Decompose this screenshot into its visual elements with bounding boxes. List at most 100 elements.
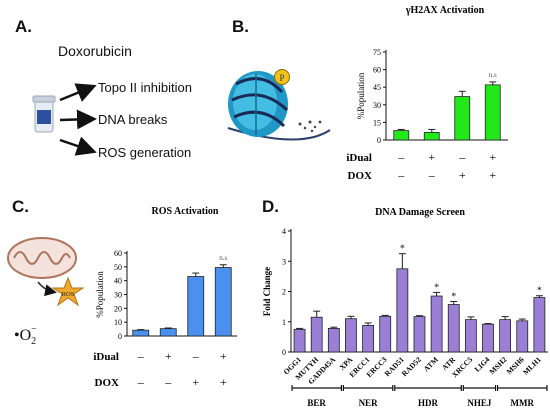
- mitochondrion-icon: [7, 237, 77, 297]
- significance-label: *: [451, 291, 456, 302]
- group-label: NHEJ: [467, 398, 492, 408]
- y-tick-label: 20: [114, 304, 122, 313]
- bar: [430, 295, 443, 353]
- condition-value: +: [489, 150, 496, 164]
- y-tick-label: 30: [114, 291, 122, 300]
- arrow-dna: [59, 109, 97, 130]
- y-tick-label: 40: [114, 277, 122, 286]
- significance-label: n.s: [219, 254, 227, 262]
- effect-dna-breaks: DNA breaks: [98, 112, 168, 127]
- panel-b-label: B.: [232, 17, 249, 36]
- y-tick-label: 10: [114, 318, 122, 327]
- category-label: MLH1: [521, 355, 543, 377]
- condition-label: iDual: [93, 351, 119, 363]
- gh2ax-chart: γH2AX Activation %Population 0 15 30 45 60 75 n.…: [346, 5, 508, 182]
- condition-label: iDual: [346, 152, 372, 164]
- condition-value: +: [459, 168, 466, 182]
- significance-label: *: [400, 244, 405, 255]
- y-tick-label: 2: [282, 288, 286, 297]
- bar: [447, 304, 460, 353]
- y-tick-label: 60: [114, 249, 122, 258]
- significance-label: n.s: [489, 71, 497, 79]
- bar: [533, 297, 546, 353]
- bar: [413, 316, 426, 353]
- superoxide-label: •O2−: [14, 324, 37, 347]
- significance-label: *: [434, 282, 439, 293]
- condition-value: –: [397, 168, 405, 182]
- condition-value: +: [165, 349, 172, 363]
- condition-value: –: [458, 150, 466, 164]
- condition-value: +: [489, 168, 496, 182]
- y-tick-label: 30: [373, 101, 381, 110]
- panel-a-label: A.: [15, 17, 32, 36]
- chart-title: DNA Damage Screen: [375, 207, 465, 218]
- condition-value: –: [137, 349, 145, 363]
- y-tick-label: 60: [373, 66, 381, 75]
- panel-d-label: D.: [262, 197, 279, 216]
- condition-value: –: [137, 375, 145, 389]
- y-tick-label: 50: [114, 263, 122, 272]
- y-tick-label: 0: [377, 136, 381, 145]
- bar: [214, 267, 232, 337]
- bar: [379, 315, 392, 353]
- bar: [423, 131, 440, 141]
- group-label: MMR: [511, 398, 535, 408]
- effect-ros: ROS generation: [98, 145, 192, 160]
- condition-value: +: [220, 349, 227, 363]
- y-tick-label: 15: [373, 118, 381, 127]
- condition-value: –: [192, 349, 200, 363]
- condition-value: +: [192, 375, 199, 389]
- bar: [293, 328, 306, 353]
- arrow-topo: [59, 83, 97, 102]
- bar: [482, 323, 494, 353]
- svg-text:P: P: [279, 73, 284, 83]
- condition-value: –: [164, 375, 172, 389]
- arrow-ros: [59, 136, 97, 156]
- y-tick-label: 0: [118, 332, 122, 341]
- bar: [516, 320, 529, 353]
- bar: [499, 319, 512, 353]
- condition-value: –: [428, 168, 436, 182]
- bar: [345, 318, 357, 353]
- bar: [187, 276, 205, 337]
- condition-value: +: [428, 150, 435, 164]
- category-label: RAD52: [400, 355, 423, 378]
- y-tick-label: 3: [282, 257, 286, 266]
- group-label: HDR: [418, 398, 439, 408]
- bar: [362, 324, 374, 353]
- significance-label: *: [537, 286, 542, 297]
- chart-title: ROS Activation: [152, 206, 219, 217]
- condition-label: DOX: [348, 170, 373, 182]
- bar: [327, 328, 340, 353]
- bar: [484, 84, 501, 141]
- category-label: MSH2: [487, 355, 508, 376]
- y-axis-label: %Population: [95, 271, 105, 318]
- y-axis-label: %Population: [356, 72, 366, 119]
- condition-value: –: [397, 150, 405, 164]
- bar: [310, 316, 323, 353]
- bar: [464, 319, 477, 353]
- bar: [132, 329, 150, 337]
- bar: [393, 130, 410, 141]
- condition-value: +: [220, 375, 227, 389]
- y-tick-label: 1: [282, 318, 286, 327]
- nucleosome-icon: P: [227, 69, 331, 141]
- ros-star-icon: [51, 276, 85, 307]
- y-tick-label: 0: [282, 348, 286, 357]
- y-axis-label: Fold Change: [262, 267, 272, 316]
- pill-vial-icon: [32, 95, 56, 133]
- ros-chart: ROS Activation %Population 0 10 20 30 40 50 60 n.…: [93, 206, 237, 389]
- group-label: BER: [307, 398, 326, 408]
- ros-badge-label: ROS: [62, 291, 75, 298]
- condition-label: DOX: [95, 377, 120, 389]
- bar: [396, 268, 409, 353]
- y-tick-label: 4: [282, 227, 286, 236]
- chart-title: γH2AX Activation: [405, 5, 485, 16]
- drug-name: Doxorubicin: [58, 43, 132, 59]
- y-tick-label: 75: [373, 48, 381, 57]
- bar: [159, 328, 177, 337]
- bar: [454, 96, 471, 141]
- effect-topo: Topo II inhibition: [98, 80, 192, 95]
